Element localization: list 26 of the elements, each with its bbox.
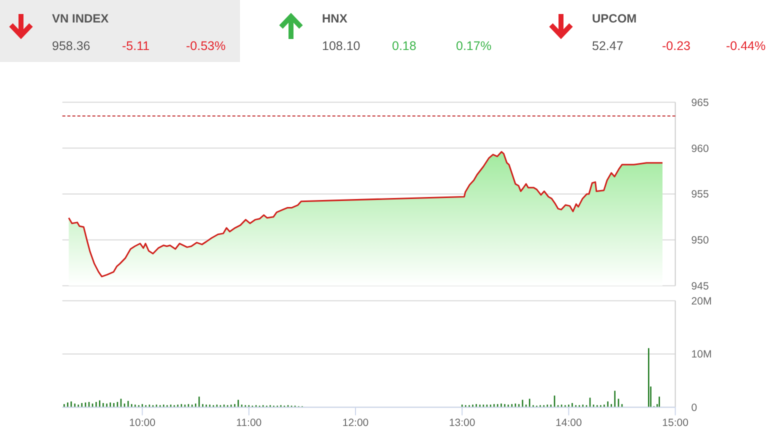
y-tick-label: 0 bbox=[691, 402, 698, 414]
category-label: UPCOM bbox=[592, 12, 637, 26]
y-tick-label: 965 bbox=[691, 97, 709, 109]
y-tick-label: 10M bbox=[691, 348, 712, 361]
data-label: 0.17% bbox=[456, 39, 492, 53]
y-tick-label: 955 bbox=[691, 188, 709, 201]
data-label: -0.23 bbox=[662, 39, 691, 53]
x-tick-label: 13:00 bbox=[448, 416, 476, 429]
category-label: HNX bbox=[322, 12, 348, 26]
data-label: -0.53% bbox=[186, 39, 226, 53]
y-tick-label: 20M bbox=[691, 295, 712, 308]
data-label: 52.47 bbox=[592, 39, 624, 53]
data-label: -5.11 bbox=[122, 39, 150, 53]
x-tick-label: 14:00 bbox=[556, 416, 582, 429]
category-label: VN INDEX bbox=[52, 12, 109, 26]
data-label: 0.18 bbox=[392, 39, 416, 53]
y-tick-label: 950 bbox=[691, 234, 709, 247]
data-label: -0.44% bbox=[726, 39, 766, 53]
y-tick-label: 945 bbox=[691, 280, 709, 292]
x-tick-label: 10:00 bbox=[129, 416, 156, 429]
x-tick-label: 11:00 bbox=[236, 416, 262, 429]
x-tick-label: 15:00 bbox=[662, 416, 689, 429]
data-label: 958.36 bbox=[52, 39, 90, 53]
data-label: 108.10 bbox=[322, 39, 360, 53]
x-tick-label: 12:00 bbox=[342, 416, 369, 429]
y-tick-label: 960 bbox=[691, 142, 709, 155]
